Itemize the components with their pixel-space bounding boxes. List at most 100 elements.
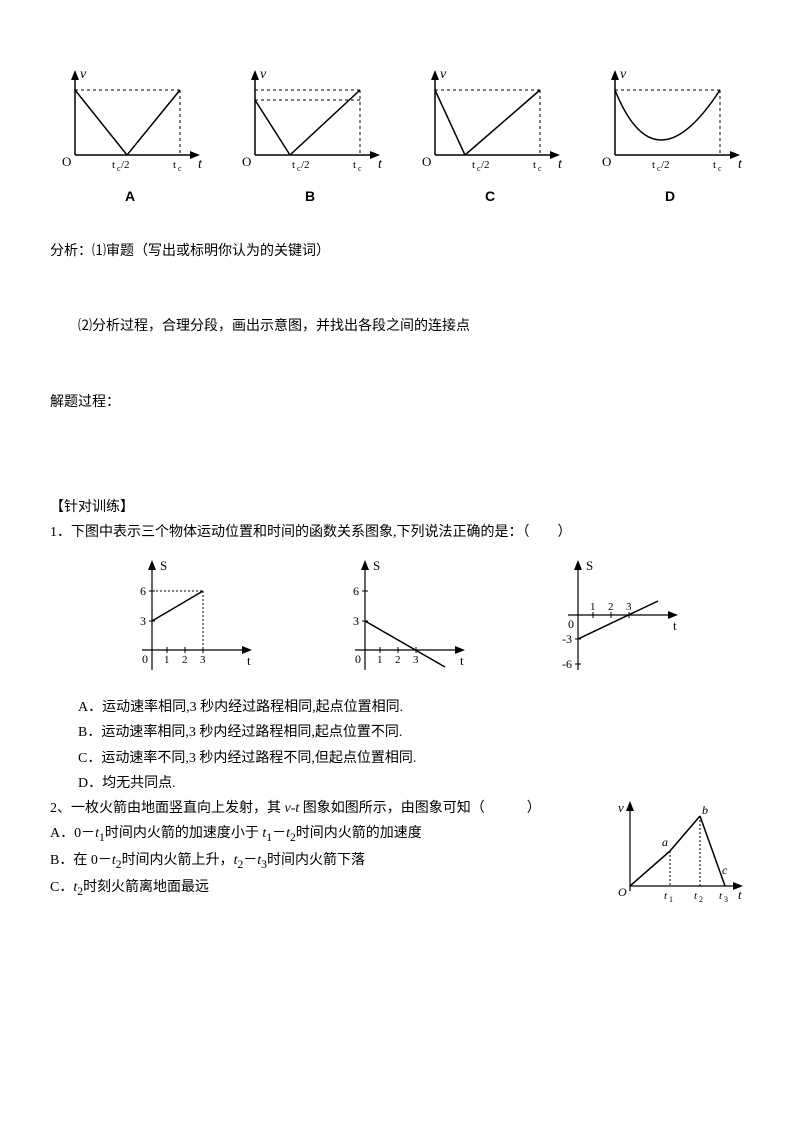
chart-d-label: D [590,184,750,209]
svg-text:v: v [620,67,627,82]
q2a-4: 时间内火箭的加速度 [296,826,422,841]
chart-b-svg: v t O tc/2 tc [230,60,390,180]
chart-d: v t O tc/2 tc D [590,60,750,209]
analysis-item1: ⑴审题（写出或标明你认为的关键词） [92,244,330,259]
svg-text:O: O [422,154,431,169]
solving-label: 解题过程： [50,395,120,410]
svg-text:2: 2 [699,895,703,904]
svg-text:/2: /2 [661,159,670,171]
q1-opt-d: D．均无共同点. [78,771,750,796]
training-section: 【针对训练】 1．下图中表示三个物体运动位置和时间的函数关系图象,下列说法正确的… [50,495,750,906]
q1-opt-a: A．运动速率相同,3 秒内经过路程相同,起点位置相同. [78,695,750,720]
q2-text: 2、一枚火箭由地面竖直向上发射，其 v-t 图象如图所示，由图象可知（ ） A．… [50,796,610,902]
chart-c-svg: v t O tc/2 tc [410,60,570,180]
chart-b: v t O tc/2 tc B [230,60,390,209]
svg-text:t: t [664,890,668,902]
svg-text:t: t [713,159,716,171]
svg-text:t: t [472,159,475,171]
svg-text:t: t [198,157,203,172]
svg-text:S: S [586,558,593,573]
svg-text:3: 3 [140,614,146,628]
svg-text:O: O [62,154,71,169]
svg-text:t: t [112,159,115,171]
q2a-2: 时间内火箭的加速度小于 [105,826,263,841]
svg-text:c: c [538,164,542,173]
q2a-1: A．0－ [50,826,95,841]
svg-text:-3: -3 [562,632,572,646]
q1-options: A．运动速率相同,3 秒内经过路程相同,起点位置相同. B．运动速率相同,3 秒… [78,695,750,796]
top-charts-row: v t O tc/2 tc A v t O [50,60,750,209]
svg-text:t: t [460,653,464,668]
svg-text:1: 1 [669,895,673,904]
q2-opt-b: B．在 0－t2时间内火箭上升，t2－t3时间内火箭下落 [50,848,610,875]
svg-text:3: 3 [626,601,632,613]
q2-opt-c: C．t2时刻火箭离地面最远 [50,875,610,902]
svg-text:2: 2 [608,601,614,613]
solving-row: 解题过程： [50,390,750,415]
svg-text:3: 3 [200,654,206,666]
svg-text:t: t [378,157,383,172]
svg-text:6: 6 [140,584,146,598]
svg-text:c: c [178,164,182,173]
svg-text:S: S [373,558,380,573]
analysis-prefix: 分析： [50,244,92,259]
chart-c: v t O tc/2 tc C [410,60,570,209]
analysis-item2-row: ⑵分析过程，合理分段，画出示意图，并找出各段之间的连接点 [78,314,750,339]
q2c-2: 时刻火箭离地面最远 [83,880,209,895]
svg-text:a: a [662,835,668,849]
svg-text:v: v [440,67,447,82]
training-header: 【针对训练】 [50,495,750,520]
q1-chart2: S t 0 6 3 1 2 3 [325,555,475,685]
svg-text:0: 0 [568,617,574,631]
svg-text:O: O [602,154,611,169]
q2-row: 2、一枚火箭由地面竖直向上发射，其 v-t 图象如图所示，由图象可知（ ） A．… [50,796,750,906]
svg-text:t: t [719,890,723,902]
svg-text:t: t [353,159,356,171]
svg-text:b: b [702,803,708,817]
svg-text:t: t [673,618,677,633]
svg-text:t: t [738,157,743,172]
svg-text:2: 2 [182,654,188,666]
q2-opt-a: A．0－t1时间内火箭的加速度小于 t1－t2时间内火箭的加速度 [50,821,610,848]
q2-stem-suf: 图象如图所示，由图象可知（ ） [299,801,541,816]
svg-text:3: 3 [724,895,728,904]
q1-opt-c: C．运动速率不同,3 秒内经过路程不同,但起点位置相同. [78,746,750,771]
svg-text:1: 1 [377,654,383,666]
svg-text:3: 3 [353,614,359,628]
svg-text:S: S [160,558,167,573]
svg-text:t: t [558,157,563,172]
q1-chart3: S t 0 -3 -6 1 2 3 [538,555,688,685]
chart-a-svg: v t O tc/2 tc [50,60,210,180]
svg-text:t: t [738,887,742,902]
svg-text:t: t [247,653,251,668]
analysis-item2: ⑵分析过程，合理分段，画出示意图，并找出各段之间的连接点 [78,319,470,334]
svg-text:v: v [260,67,267,82]
svg-text:0: 0 [355,652,361,666]
svg-text:1: 1 [590,601,596,613]
chart-b-label: B [230,184,390,209]
svg-text:O: O [242,154,251,169]
chart-a: v t O tc/2 tc A [50,60,210,209]
q2b-1: B．在 0－ [50,853,112,868]
svg-text:t: t [652,159,655,171]
svg-text:v: v [80,67,87,82]
chart-c-label: C [410,184,570,209]
q1-opt-b: B．运动速率相同,3 秒内经过路程相同,起点位置不同. [78,720,750,745]
svg-text:c: c [722,863,728,877]
chart-a-label: A [50,184,210,209]
q2b-2: 时间内火箭上升， [122,853,234,868]
svg-text:v: v [618,800,624,815]
q2a-3: － [272,826,286,841]
svg-text:t: t [292,159,295,171]
svg-text:2: 2 [395,654,401,666]
svg-text:1: 1 [164,654,170,666]
q2-stem: 2、一枚火箭由地面竖直向上发射，其 v-t 图象如图所示，由图象可知（ ） [50,796,610,821]
q1-stem: 1．下图中表示三个物体运动位置和时间的函数关系图象,下列说法正确的是：（ ） [50,520,750,545]
svg-text:O: O [618,885,627,899]
svg-text:3: 3 [413,654,419,666]
svg-text:/2: /2 [121,159,130,171]
q1-chart1: S t 0 6 3 1 2 3 [112,555,262,685]
svg-text:-6: -6 [562,657,572,671]
svg-text:/2: /2 [481,159,490,171]
q2b-4: 时间内火箭下落 [267,853,365,868]
